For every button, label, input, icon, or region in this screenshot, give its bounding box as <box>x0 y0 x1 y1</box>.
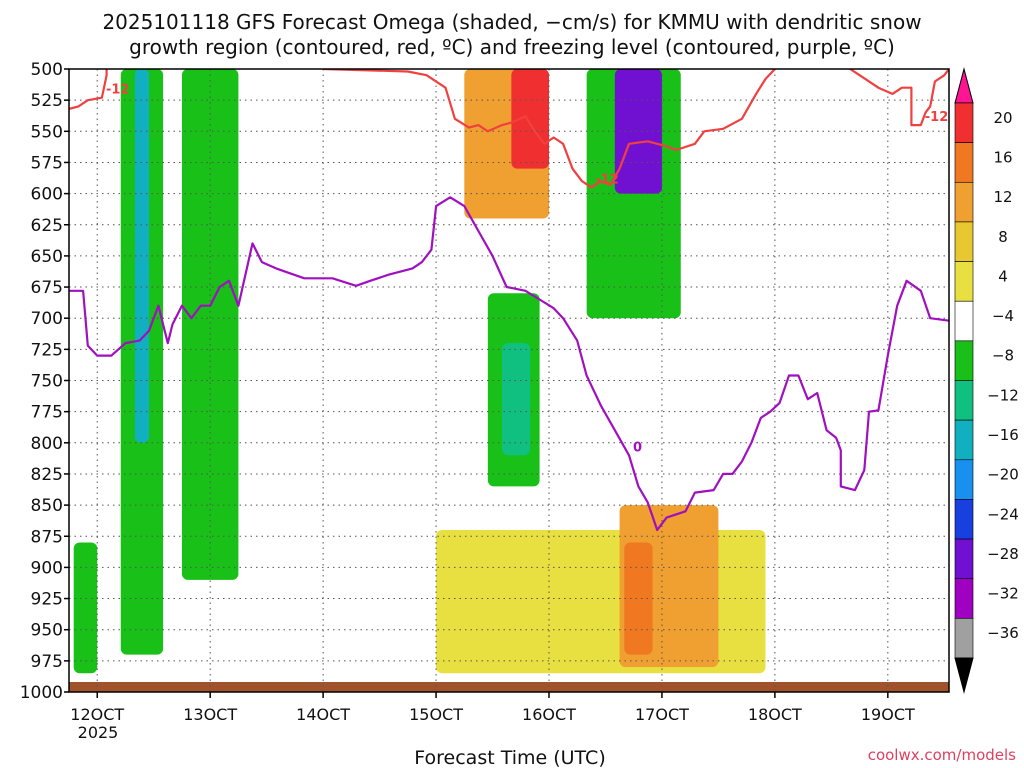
x-tick-label: 19OCT <box>861 705 915 724</box>
contour-label: -12 <box>595 172 619 187</box>
colorbar-label: −24 <box>987 505 1019 523</box>
colorbar-band <box>954 102 974 143</box>
contour-lines: -12 -12 -12 0 <box>69 69 949 532</box>
x-tick-label: 12OCT <box>70 705 124 724</box>
x-tick-label: 13OCT <box>183 705 237 724</box>
contour-line-0 <box>69 69 108 110</box>
x-tick-label: 17OCT <box>635 705 689 724</box>
y-tick-label: 850 <box>31 496 63 516</box>
contour-label: -12 <box>106 83 130 98</box>
y-tick-label: 700 <box>31 309 63 329</box>
x-tick-label: 18OCT <box>748 705 802 724</box>
y-tick-label: 750 <box>31 372 63 392</box>
colorbar-label: −4 <box>992 307 1014 325</box>
colorbar-label: 20 <box>993 109 1012 127</box>
colorbar-label: −12 <box>987 386 1019 404</box>
contour-line-2 <box>849 69 949 127</box>
gridlines <box>69 69 949 692</box>
y-tick-label: 725 <box>31 340 63 360</box>
y-tick-label: 925 <box>31 590 63 610</box>
colorbar-label: 16 <box>993 149 1012 167</box>
x-axis-label: Forecast Time (UTC) <box>414 747 605 768</box>
colorbar-band <box>954 499 974 540</box>
terrain-band <box>69 682 949 692</box>
colorbar-label: −20 <box>987 466 1019 484</box>
colorbar-label: −16 <box>987 426 1019 444</box>
x-axis: 12OCT 13OCT 14OCT 15OCT 16OCT 17OCT 18OCT 19OCT <box>70 692 915 724</box>
colorbar-band <box>954 419 974 461</box>
y-tick-label: 950 <box>31 621 63 641</box>
contour-label: -12 <box>925 110 949 125</box>
y-tick-label: 775 <box>31 403 63 423</box>
colorbar-band <box>954 142 974 183</box>
y-tick-label: 825 <box>31 465 63 485</box>
contour-line-3 <box>69 196 949 532</box>
colorbar-band <box>954 578 974 619</box>
colorbar-band <box>954 181 974 223</box>
y-axis: 500 525 550 575 600 625 650 675 700 725 750 775 800 8… <box>20 60 69 703</box>
contour-line-1 <box>323 69 776 189</box>
colorbar-band <box>954 459 974 500</box>
y-tick-label: 900 <box>31 558 63 578</box>
contour-label: 0 <box>633 440 642 455</box>
x-tick-label: 16OCT <box>522 705 576 724</box>
colorbar-band <box>954 618 974 659</box>
omega-region-3 <box>624 542 653 655</box>
y-tick-label: 800 <box>31 434 63 454</box>
y-tick-label: 600 <box>31 185 63 205</box>
colorbar-label: 4 <box>998 267 1008 285</box>
omega-shading <box>73 69 766 674</box>
omega-region-6 <box>614 69 662 194</box>
colorbar-band <box>954 221 974 262</box>
x-axis-subtitle: 2025 <box>78 723 119 742</box>
y-tick-label: 650 <box>31 247 63 267</box>
y-tick-label: 500 <box>31 60 63 80</box>
y-tick-label: 675 <box>31 278 63 298</box>
colorbar: 20 16 12 8 4 −4 −8 −12 −16 −20 −24 −28 −32 −36 <box>954 67 1019 694</box>
omega-region-9 <box>73 542 98 674</box>
y-tick-label: 875 <box>31 527 63 547</box>
x-tick-label: 14OCT <box>296 705 350 724</box>
credit-text: coolwx.com/models <box>868 746 1016 764</box>
y-tick-label: 625 <box>31 216 63 236</box>
colorbar-label: −8 <box>992 347 1014 365</box>
y-tick-label: 1000 <box>20 683 63 703</box>
y-tick-label: 550 <box>31 122 63 142</box>
omega-region-8 <box>501 343 531 456</box>
colorbar-band <box>954 261 974 302</box>
y-tick-label: 525 <box>31 91 63 111</box>
colorbar-band <box>954 340 974 381</box>
y-tick-label: 575 <box>31 153 63 173</box>
colorbar-label: 12 <box>993 188 1012 206</box>
colorbar-band <box>954 380 974 421</box>
colorbar-label: 8 <box>998 228 1008 246</box>
colorbar-label: −28 <box>987 545 1019 563</box>
colorbar-band <box>954 300 974 342</box>
omega-region-11 <box>181 69 239 580</box>
omega-region-4 <box>511 69 549 169</box>
x-tick-label: 15OCT <box>409 705 463 724</box>
chart-title-line1: 2025101118 GFS Forecast Omega (shaded, −… <box>102 10 921 34</box>
colorbar-label: −36 <box>987 624 1019 642</box>
colorbar-label: −32 <box>987 585 1019 603</box>
y-tick-label: 975 <box>31 652 63 672</box>
colorbar-bottom-arrow <box>954 657 974 694</box>
chart-title-line2: growth region (contoured, red, ºC) and f… <box>129 35 895 59</box>
colorbar-band <box>954 538 974 580</box>
